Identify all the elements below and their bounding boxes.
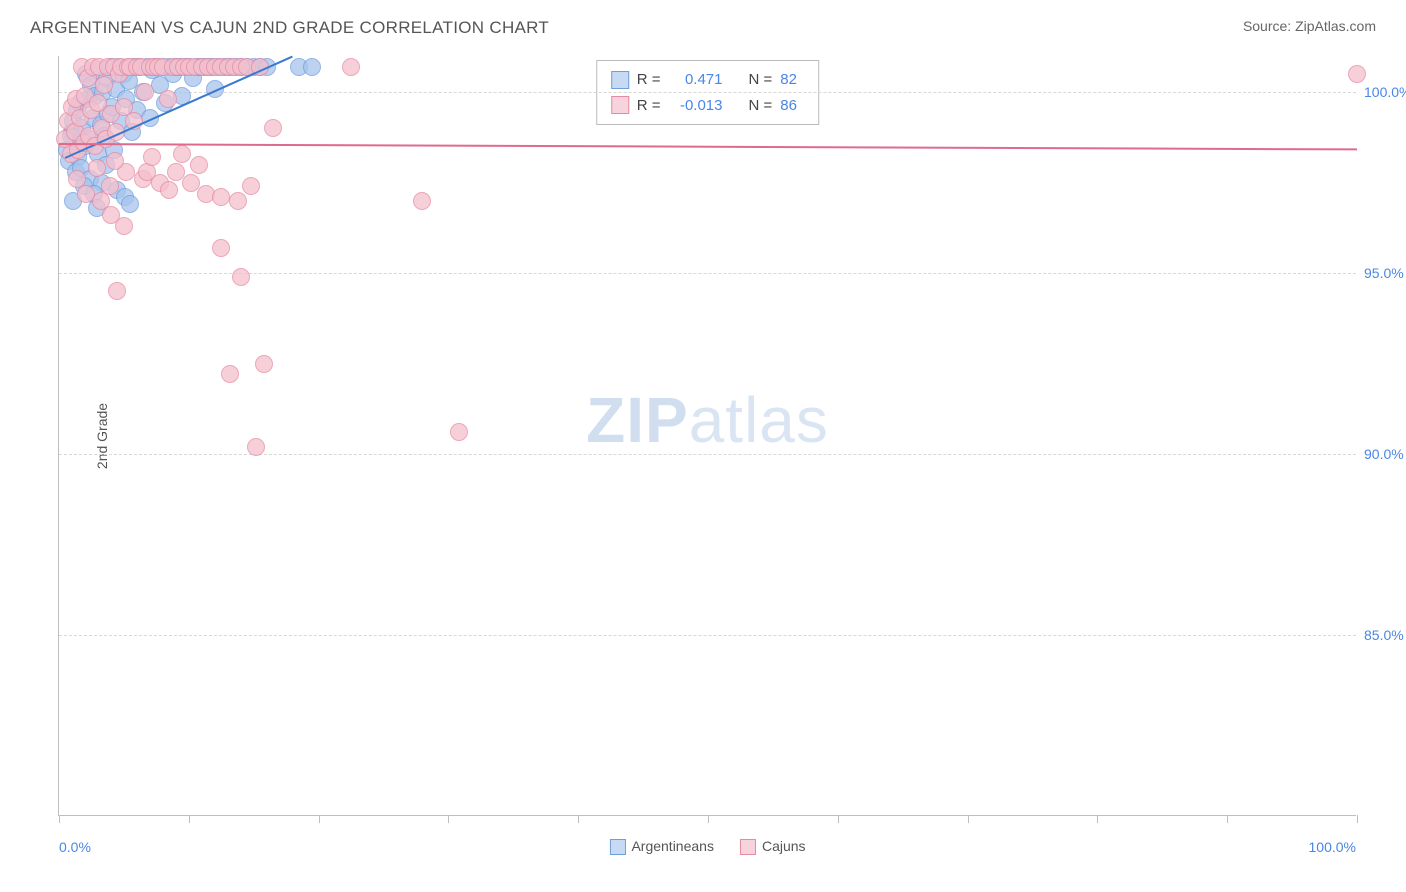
x-tick xyxy=(578,815,579,823)
n-label: N = xyxy=(749,93,773,119)
x-tick-label-left: 0.0% xyxy=(59,839,91,855)
x-tick xyxy=(838,815,839,823)
y-tick-label: 95.0% xyxy=(1364,265,1406,281)
r-value: -0.013 xyxy=(669,93,723,119)
scatter-point-argentineans xyxy=(121,195,139,213)
r-label: R = xyxy=(637,93,661,119)
r-label: R = xyxy=(637,67,661,93)
x-tick xyxy=(1227,815,1228,823)
gridline xyxy=(59,635,1356,636)
stats-swatch xyxy=(611,71,629,89)
scatter-point-cajuns xyxy=(160,181,178,199)
scatter-point-cajuns xyxy=(232,268,250,286)
stats-row-argentineans: R = 0.471 N = 82 xyxy=(611,67,805,93)
gridline xyxy=(59,92,1356,93)
scatter-point-cajuns xyxy=(159,90,177,108)
legend-label: Cajuns xyxy=(762,838,806,854)
r-value: 0.471 xyxy=(669,67,723,93)
gridline xyxy=(59,273,1356,274)
scatter-point-cajuns xyxy=(173,145,191,163)
scatter-point-cajuns xyxy=(88,159,106,177)
scatter-point-cajuns xyxy=(255,355,273,373)
scatter-point-cajuns xyxy=(247,438,265,456)
scatter-point-cajuns xyxy=(136,83,154,101)
stats-row-cajuns: R = -0.013 N = 86 xyxy=(611,93,805,119)
scatter-point-cajuns xyxy=(342,58,360,76)
x-tick xyxy=(448,815,449,823)
y-tick-label: 100.0% xyxy=(1364,84,1406,100)
scatter-point-cajuns xyxy=(212,239,230,257)
n-value: 82 xyxy=(780,67,804,93)
y-tick-label: 85.0% xyxy=(1364,627,1406,643)
scatter-point-cajuns xyxy=(413,192,431,210)
chart-title: ARGENTINEAN VS CAJUN 2ND GRADE CORRELATI… xyxy=(30,18,549,38)
scatter-point-cajuns xyxy=(229,192,247,210)
scatter-point-argentineans xyxy=(303,58,321,76)
x-tick xyxy=(1357,815,1358,823)
scatter-point-cajuns xyxy=(190,156,208,174)
legend-swatch xyxy=(609,839,625,855)
scatter-point-cajuns xyxy=(115,217,133,235)
watermark-bold: ZIP xyxy=(586,384,689,456)
x-tick xyxy=(319,815,320,823)
trend-line-cajuns xyxy=(59,143,1357,150)
scatter-point-cajuns xyxy=(106,152,124,170)
x-tick-label-right: 100.0% xyxy=(1309,839,1356,855)
legend-label: Argentineans xyxy=(631,838,714,854)
scatter-point-cajuns xyxy=(221,365,239,383)
n-value: 86 xyxy=(780,93,804,119)
scatter-point-cajuns xyxy=(1348,65,1366,83)
scatter-point-cajuns xyxy=(108,282,126,300)
bottom-legend: Argentineans Cajuns xyxy=(609,838,805,855)
legend-item-cajuns: Cajuns xyxy=(740,838,806,855)
scatter-point-cajuns xyxy=(264,119,282,137)
scatter-point-cajuns xyxy=(450,423,468,441)
scatter-point-cajuns xyxy=(242,177,260,195)
watermark-rest: atlas xyxy=(689,384,829,456)
x-tick xyxy=(708,815,709,823)
n-label: N = xyxy=(749,67,773,93)
scatter-point-cajuns xyxy=(68,170,86,188)
stats-swatch xyxy=(611,96,629,114)
x-tick xyxy=(968,815,969,823)
y-axis-label: 2nd Grade xyxy=(94,402,110,468)
x-tick xyxy=(189,815,190,823)
scatter-point-cajuns xyxy=(212,188,230,206)
scatter-point-cajuns xyxy=(101,177,119,195)
source-label: Source: ZipAtlas.com xyxy=(1243,18,1376,34)
x-tick xyxy=(1097,815,1098,823)
plot-area: 2nd Grade ZIPatlas R = 0.471 N = 82 R = -0.01… xyxy=(58,56,1356,816)
watermark: ZIPatlas xyxy=(586,383,829,457)
legend-item-argentineans: Argentineans xyxy=(609,838,714,855)
x-tick xyxy=(59,815,60,823)
scatter-point-cajuns xyxy=(167,163,185,181)
legend-swatch xyxy=(740,839,756,855)
y-tick-label: 90.0% xyxy=(1364,446,1406,462)
scatter-point-cajuns xyxy=(143,148,161,166)
